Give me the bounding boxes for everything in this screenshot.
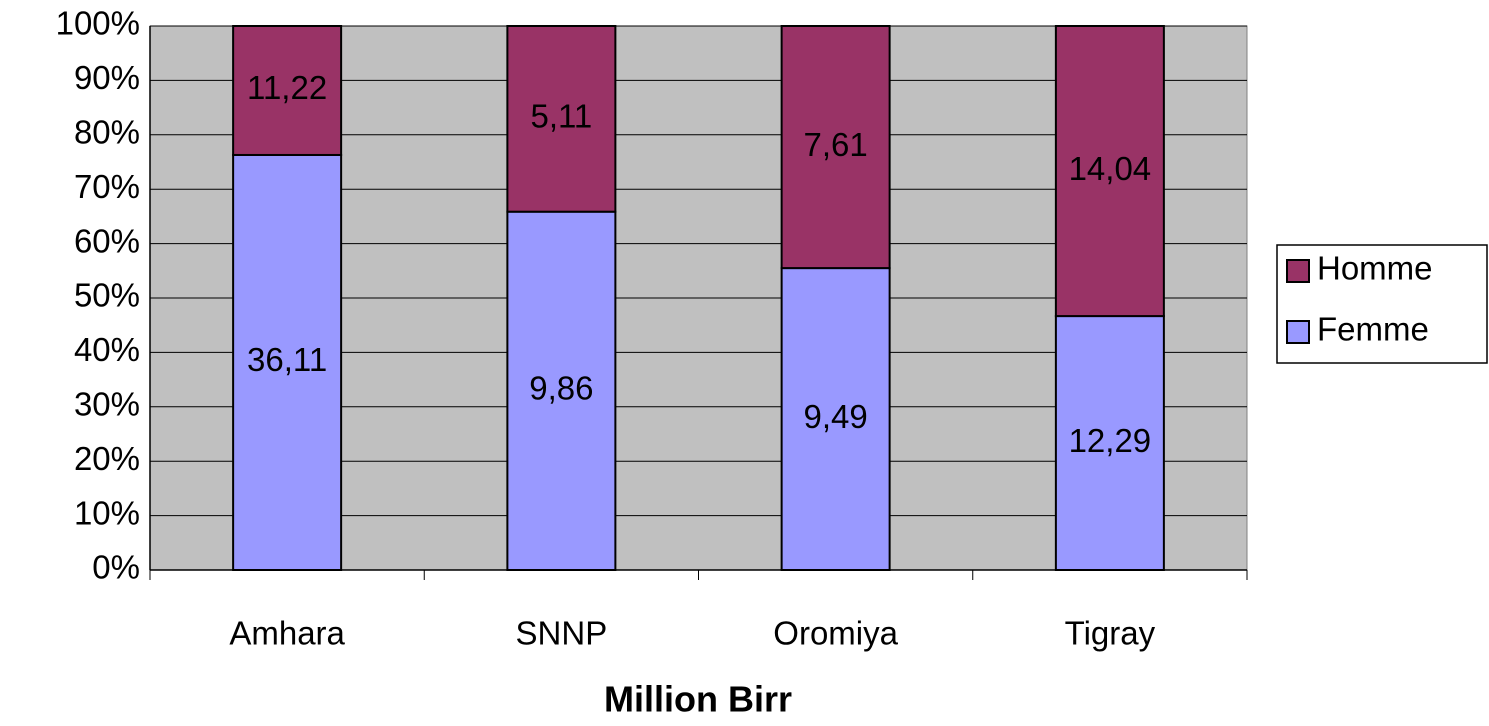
y-tick-label: 50% — [74, 277, 140, 314]
x-axis-title: Million Birr — [604, 679, 792, 720]
legend-label: Femme — [1317, 311, 1429, 348]
bar-segment — [1054, 315, 1165, 572]
data-label: 36,11 — [247, 341, 327, 378]
legend-swatch — [1286, 259, 1310, 283]
bar-segment — [506, 210, 617, 571]
bar-segment — [780, 267, 891, 571]
x-tick-label: Tigray — [1065, 615, 1156, 652]
y-tick-label: 70% — [74, 168, 140, 205]
data-label: 7,61 — [804, 126, 868, 163]
y-tick-label: 0% — [92, 549, 140, 586]
data-label: 5,11 — [530, 98, 592, 135]
legend-box — [1276, 244, 1488, 364]
legend-swatch — [1286, 320, 1310, 344]
y-tick-label: 80% — [74, 114, 140, 151]
data-label: 9,49 — [804, 398, 868, 435]
x-tick-label: Oromiya — [773, 615, 898, 652]
y-tick-label: 100% — [56, 5, 140, 42]
bar-segment — [232, 25, 343, 156]
legend-label: Homme — [1317, 250, 1433, 287]
x-tick-label: SNNP — [516, 615, 608, 652]
y-tick-label: 30% — [74, 386, 140, 423]
data-label: 14,04 — [1069, 150, 1152, 187]
y-tick-label: 40% — [74, 331, 140, 368]
data-label: 9,86 — [529, 370, 593, 407]
bar-segment — [1054, 25, 1165, 318]
bar-segment — [506, 25, 617, 213]
data-label: 11,22 — [247, 69, 327, 106]
y-tick-label: 20% — [74, 440, 140, 477]
x-tick-label: Amhara — [229, 615, 345, 652]
data-label: 12,29 — [1069, 422, 1152, 459]
bar-segment — [780, 25, 891, 270]
y-tick-label: 60% — [74, 222, 140, 259]
y-tick-label: 90% — [74, 59, 140, 96]
y-tick-label: 10% — [74, 494, 140, 531]
